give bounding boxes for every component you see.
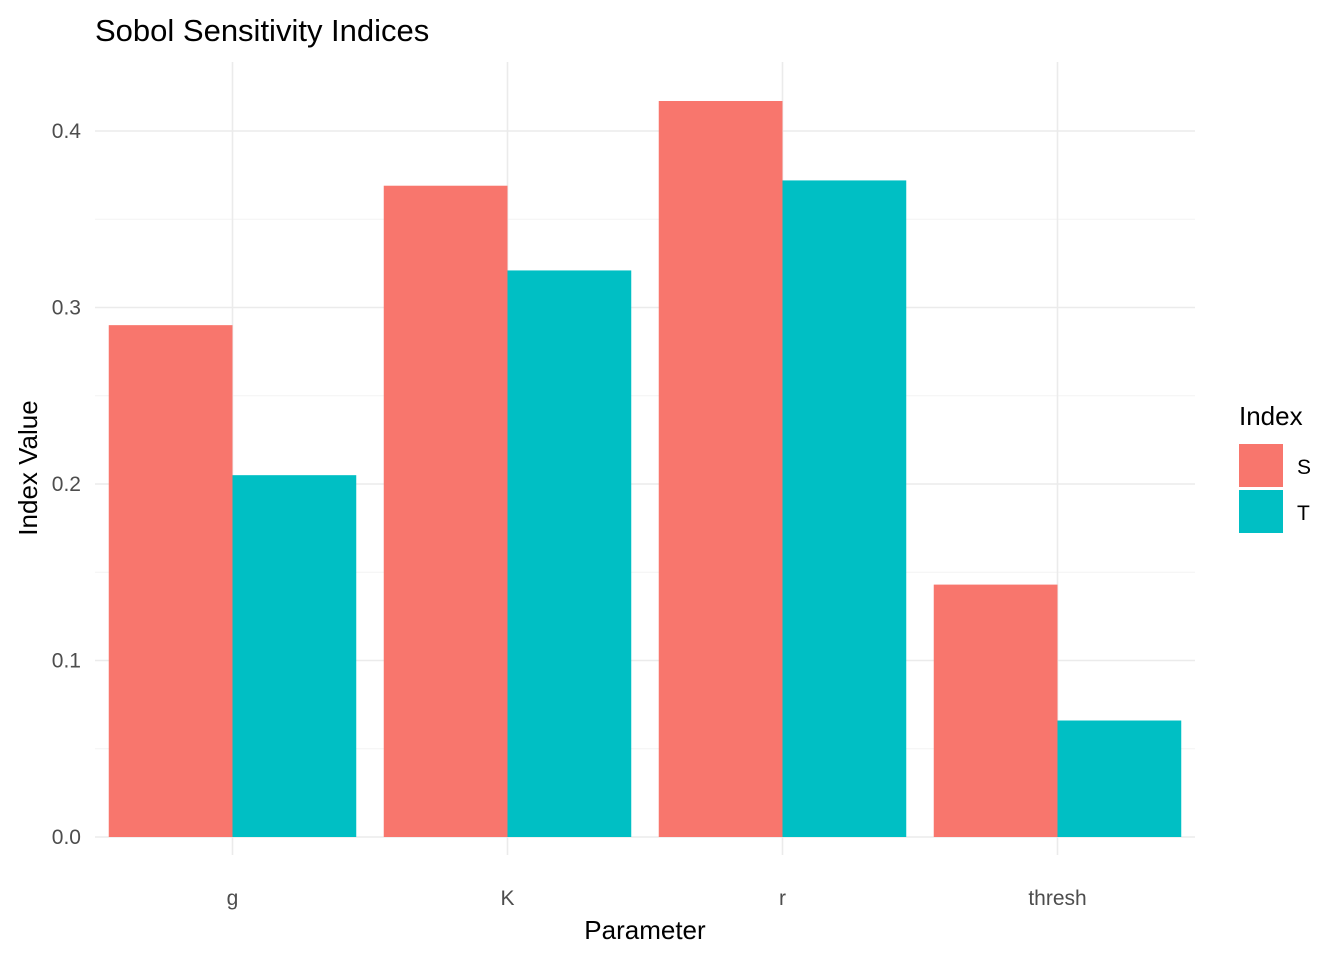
bar-S-g <box>108 325 233 837</box>
legend-key-T <box>1239 490 1283 533</box>
bar-T-thresh <box>1057 720 1182 837</box>
legend-label-T: T <box>1297 502 1310 525</box>
legend: Index ST <box>1239 401 1311 533</box>
x-tick-label: K <box>500 887 514 910</box>
x-tick-label: thresh <box>1028 887 1086 910</box>
x-axis-title: Parameter <box>584 915 706 945</box>
y-tick-label: 0.0 <box>52 826 81 849</box>
bar-S-K <box>383 185 508 838</box>
bar-S-thresh <box>933 584 1058 837</box>
y-axis-tick-labels: 0.0 0.1 0.2 0.3 0.4 <box>52 120 82 849</box>
legend-title: Index <box>1239 401 1303 431</box>
bar-T-r <box>782 180 907 838</box>
y-tick-label: 0.4 <box>52 120 82 143</box>
y-tick-label: 0.1 <box>52 650 81 673</box>
y-tick-label: 0.2 <box>52 473 81 496</box>
legend-key-S <box>1239 444 1283 487</box>
bar-S-r <box>658 100 783 838</box>
chart-title: Sobol Sensitivity Indices <box>95 13 429 48</box>
x-tick-label: g <box>227 887 239 910</box>
y-axis-title: Index Value <box>13 400 43 535</box>
bars <box>108 100 1182 838</box>
bar-T-g <box>232 475 357 837</box>
y-tick-label: 0.3 <box>52 297 81 320</box>
legend-label-S: S <box>1297 456 1311 479</box>
bar-T-K <box>507 270 632 837</box>
x-tick-label: r <box>779 887 786 910</box>
